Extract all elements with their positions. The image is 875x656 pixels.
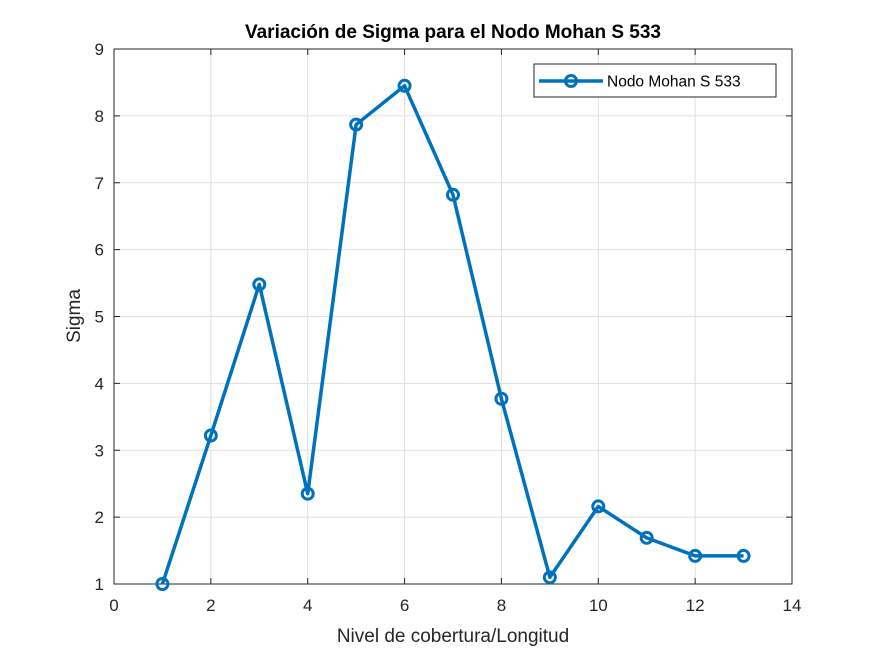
series-layer bbox=[155, 78, 751, 591]
data-point-marker bbox=[300, 486, 315, 501]
y-tick-label: 5 bbox=[95, 308, 104, 327]
x-tick-label: 12 bbox=[686, 596, 705, 615]
x-tick-label: 4 bbox=[303, 596, 312, 615]
x-tick-label: 8 bbox=[497, 596, 506, 615]
x-tick-label: 14 bbox=[783, 596, 802, 615]
data-point-marker bbox=[349, 117, 364, 132]
legend: Nodo Mohan S 533 bbox=[533, 63, 777, 98]
y-tick-label: 4 bbox=[95, 374, 104, 393]
data-point-marker bbox=[736, 548, 751, 563]
chart-title: Variación de Sigma para el Nodo Mohan S … bbox=[245, 22, 661, 43]
data-point-marker bbox=[494, 391, 509, 406]
x-tick-label: 0 bbox=[109, 596, 118, 615]
data-point-marker bbox=[155, 577, 170, 591]
legend-entry-label: Nodo Mohan S 533 bbox=[607, 74, 741, 91]
data-point-marker bbox=[542, 570, 557, 585]
y-axis-label: Sigma bbox=[64, 289, 85, 343]
y-tick-label: 9 bbox=[95, 40, 104, 59]
data-point-marker bbox=[397, 78, 412, 93]
data-point-marker bbox=[203, 428, 218, 443]
data-point-marker bbox=[639, 530, 654, 545]
legend-marker-sample bbox=[564, 74, 578, 88]
y-tick-label: 3 bbox=[95, 441, 104, 460]
series-line bbox=[160, 84, 744, 585]
x-axis-label: Nivel de cobertura/Longitud bbox=[337, 626, 569, 647]
y-tick-label: 7 bbox=[95, 174, 104, 193]
data-point-marker bbox=[252, 277, 267, 292]
data-point-marker bbox=[591, 499, 606, 514]
data-point-marker bbox=[688, 548, 703, 563]
x-tick-label: 10 bbox=[589, 596, 608, 615]
y-tick-label: 8 bbox=[95, 107, 104, 126]
x-tick-label: 6 bbox=[400, 596, 409, 615]
x-tick-label: 2 bbox=[206, 596, 215, 615]
data-point-marker bbox=[446, 187, 460, 202]
y-tick-label: 2 bbox=[95, 508, 104, 527]
y-tick-label: 6 bbox=[95, 241, 104, 260]
y-tick-label: 1 bbox=[95, 575, 104, 594]
